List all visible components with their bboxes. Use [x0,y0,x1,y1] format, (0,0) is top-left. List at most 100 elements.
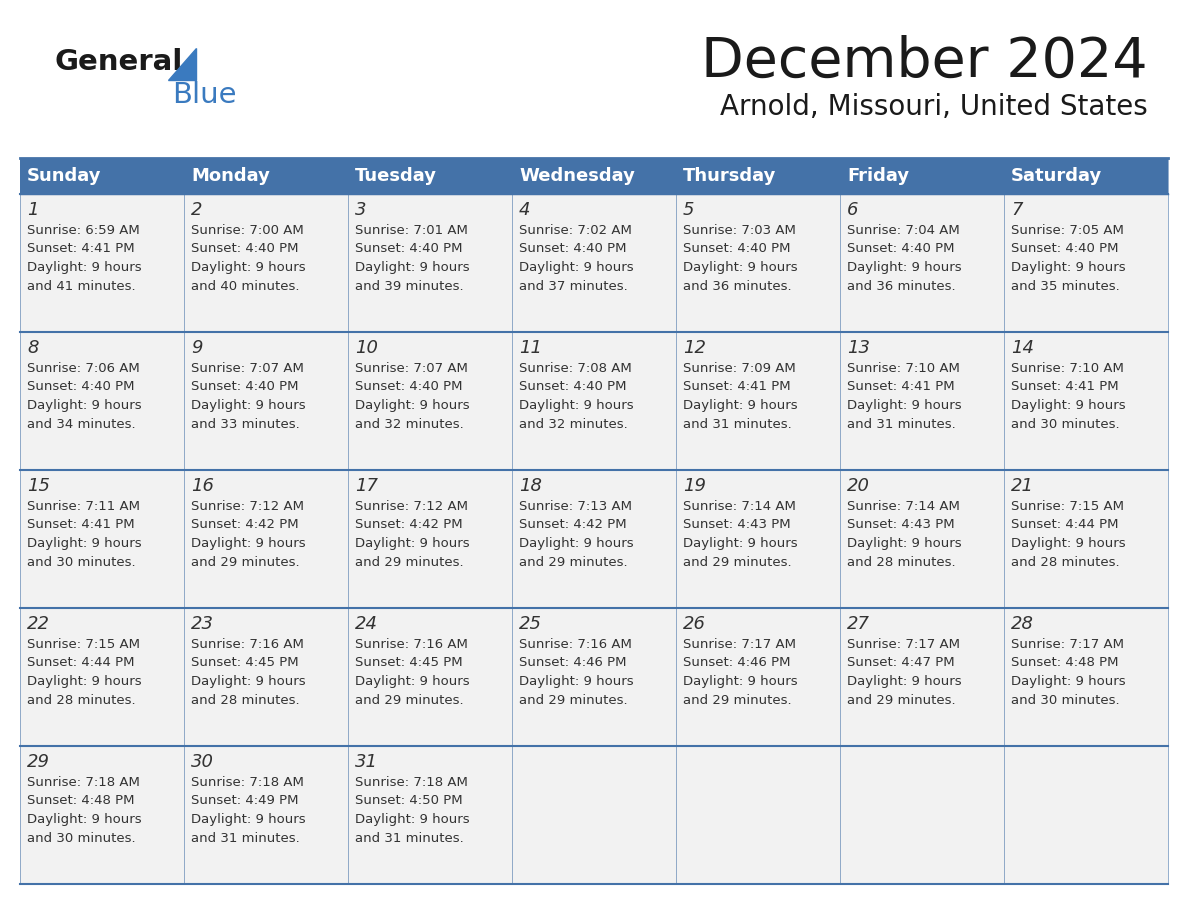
Text: Sunrise: 6:59 AM: Sunrise: 6:59 AM [27,223,140,237]
Text: Saturday: Saturday [1011,167,1102,185]
Text: and 30 minutes.: and 30 minutes. [27,833,135,845]
Text: and 37 minutes.: and 37 minutes. [519,281,627,294]
Text: Sunrise: 7:10 AM: Sunrise: 7:10 AM [847,362,960,375]
Bar [512,332,676,470]
Text: Blue: Blue [172,81,236,109]
Bar [348,194,512,332]
Text: and 41 minutes.: and 41 minutes. [27,281,135,294]
Text: Sunset: 4:45 PM: Sunset: 4:45 PM [355,656,462,669]
Text: Daylight: 9 hours: Daylight: 9 hours [683,262,797,274]
Bar [184,332,348,470]
Text: Sunset: 4:40 PM: Sunset: 4:40 PM [847,242,954,255]
Bar [20,332,184,470]
Text: Daylight: 9 hours: Daylight: 9 hours [519,262,633,274]
Text: Sunrise: 7:14 AM: Sunrise: 7:14 AM [847,499,960,512]
Text: 5: 5 [683,201,695,219]
Text: Sunrise: 7:00 AM: Sunrise: 7:00 AM [191,223,304,237]
Text: Sunset: 4:40 PM: Sunset: 4:40 PM [191,380,298,394]
Text: 20: 20 [847,477,870,495]
Text: 2: 2 [191,201,202,219]
Bar [1004,332,1168,470]
Text: Friday: Friday [847,167,909,185]
Text: Sunset: 4:42 PM: Sunset: 4:42 PM [519,519,626,532]
Text: 3: 3 [355,201,367,219]
Text: 24: 24 [355,615,378,633]
Text: and 29 minutes.: and 29 minutes. [519,695,627,708]
Text: 13: 13 [847,339,870,357]
Text: Sunset: 4:41 PM: Sunset: 4:41 PM [27,519,134,532]
Text: 11: 11 [519,339,542,357]
Text: Daylight: 9 hours: Daylight: 9 hours [27,262,141,274]
Text: Daylight: 9 hours: Daylight: 9 hours [27,538,141,551]
Text: Daylight: 9 hours: Daylight: 9 hours [1011,262,1125,274]
Text: Daylight: 9 hours: Daylight: 9 hours [355,538,469,551]
Text: Sunrise: 7:04 AM: Sunrise: 7:04 AM [847,223,960,237]
Text: Sunrise: 7:07 AM: Sunrise: 7:07 AM [191,362,304,375]
Text: 15: 15 [27,477,50,495]
Text: 21: 21 [1011,477,1034,495]
Text: 26: 26 [683,615,706,633]
Text: Sunset: 4:44 PM: Sunset: 4:44 PM [1011,519,1118,532]
Text: Arnold, Missouri, United States: Arnold, Missouri, United States [720,93,1148,121]
Bar [184,470,348,608]
Text: 29: 29 [27,753,50,771]
Text: 19: 19 [683,477,706,495]
Text: Sunrise: 7:09 AM: Sunrise: 7:09 AM [683,362,796,375]
Bar [184,608,348,746]
Text: and 31 minutes.: and 31 minutes. [847,419,956,431]
Bar [676,194,840,332]
Text: and 29 minutes.: and 29 minutes. [683,556,791,569]
Text: Daylight: 9 hours: Daylight: 9 hours [519,676,633,688]
Bar [676,332,840,470]
Text: Daylight: 9 hours: Daylight: 9 hours [191,262,305,274]
Bar [840,470,1004,608]
Text: Sunrise: 7:06 AM: Sunrise: 7:06 AM [27,362,140,375]
Text: Thursday: Thursday [683,167,777,185]
Text: Daylight: 9 hours: Daylight: 9 hours [847,538,961,551]
Bar [676,470,840,608]
Text: Sunrise: 7:07 AM: Sunrise: 7:07 AM [355,362,468,375]
Text: Daylight: 9 hours: Daylight: 9 hours [355,262,469,274]
Bar [512,608,676,746]
Text: Daylight: 9 hours: Daylight: 9 hours [355,813,469,826]
Text: Sunday: Sunday [27,167,101,185]
Text: Sunrise: 7:13 AM: Sunrise: 7:13 AM [519,499,632,512]
Text: and 36 minutes.: and 36 minutes. [847,281,955,294]
Text: 27: 27 [847,615,870,633]
Text: 28: 28 [1011,615,1034,633]
Text: 4: 4 [519,201,531,219]
Text: and 30 minutes.: and 30 minutes. [1011,419,1119,431]
Text: Sunrise: 7:10 AM: Sunrise: 7:10 AM [1011,362,1124,375]
Text: and 28 minutes.: and 28 minutes. [847,556,955,569]
Text: and 33 minutes.: and 33 minutes. [191,419,299,431]
Text: Sunrise: 7:16 AM: Sunrise: 7:16 AM [191,637,304,651]
Text: Monday: Monday [191,167,270,185]
Text: Sunset: 4:40 PM: Sunset: 4:40 PM [355,242,462,255]
Text: Sunrise: 7:08 AM: Sunrise: 7:08 AM [519,362,632,375]
Text: 14: 14 [1011,339,1034,357]
Text: 23: 23 [191,615,214,633]
Text: Sunset: 4:44 PM: Sunset: 4:44 PM [27,656,134,669]
Text: Sunrise: 7:15 AM: Sunrise: 7:15 AM [27,637,140,651]
Text: Sunset: 4:40 PM: Sunset: 4:40 PM [27,380,134,394]
Text: Daylight: 9 hours: Daylight: 9 hours [683,538,797,551]
Text: Sunrise: 7:11 AM: Sunrise: 7:11 AM [27,499,140,512]
Text: Sunset: 4:42 PM: Sunset: 4:42 PM [191,519,298,532]
Text: Sunset: 4:47 PM: Sunset: 4:47 PM [847,656,955,669]
Text: 16: 16 [191,477,214,495]
Text: Sunset: 4:41 PM: Sunset: 4:41 PM [847,380,955,394]
Text: Sunrise: 7:17 AM: Sunrise: 7:17 AM [683,637,796,651]
Text: Sunset: 4:49 PM: Sunset: 4:49 PM [191,794,298,808]
Bar [348,332,512,470]
Text: Sunrise: 7:15 AM: Sunrise: 7:15 AM [1011,499,1124,512]
Text: Daylight: 9 hours: Daylight: 9 hours [847,676,961,688]
Text: Sunset: 4:40 PM: Sunset: 4:40 PM [355,380,462,394]
Bar [840,332,1004,470]
Text: and 29 minutes.: and 29 minutes. [191,556,299,569]
Bar [1004,470,1168,608]
Bar [184,746,348,884]
Text: Sunrise: 7:05 AM: Sunrise: 7:05 AM [1011,223,1124,237]
Text: Sunset: 4:46 PM: Sunset: 4:46 PM [519,656,626,669]
Text: 22: 22 [27,615,50,633]
Bar [676,608,840,746]
